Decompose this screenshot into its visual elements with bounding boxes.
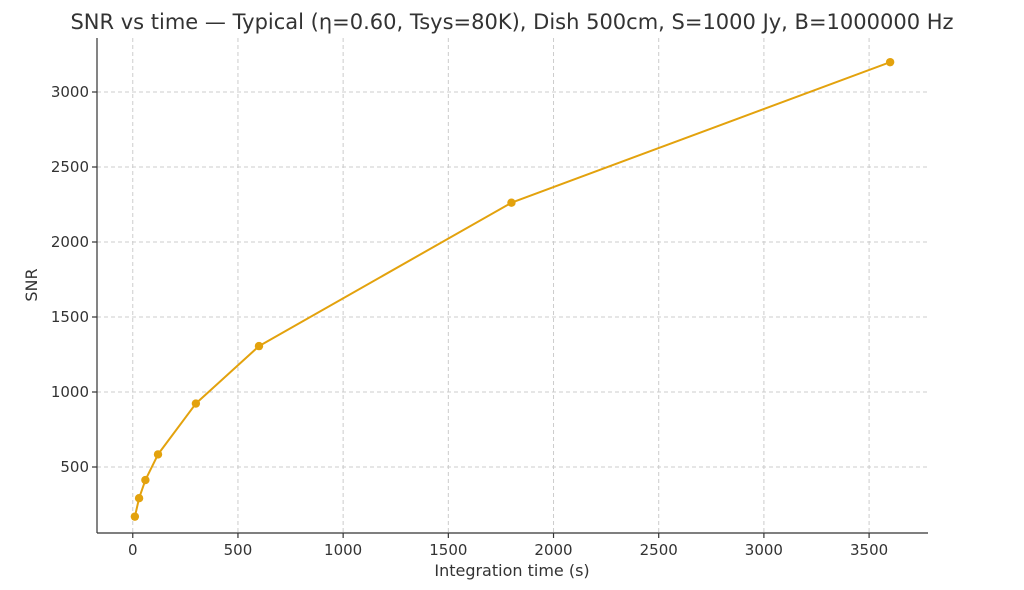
data-point xyxy=(885,57,895,67)
x-axis-label: Integration time (s) xyxy=(434,561,589,580)
tick-marks: 0 500 1000 1500 2000 2500 3000 3500 500 1000 1500 2… xyxy=(51,83,888,559)
grid-lines xyxy=(97,38,928,533)
x-tick-label: 2500 xyxy=(640,541,678,559)
y-axis-label: SNR xyxy=(22,268,41,301)
series-line xyxy=(133,61,891,517)
data-point xyxy=(191,399,201,408)
x-tick-label: 500 xyxy=(224,541,253,559)
data-point xyxy=(507,198,516,207)
y-tick-label: 1000 xyxy=(51,383,89,401)
axes xyxy=(96,38,928,534)
x-tick-label: 1000 xyxy=(324,541,362,559)
chart-title: SNR vs time — Typical (η=0.60, Tsys=80K)… xyxy=(70,10,953,34)
data-point xyxy=(134,494,144,503)
y-tick-label: 3000 xyxy=(51,83,89,101)
y-tick-label: 500 xyxy=(60,458,89,476)
y-tick-label: 1500 xyxy=(51,308,89,326)
series-layer xyxy=(130,57,895,521)
data-point xyxy=(130,512,140,521)
x-tick-label: 0 xyxy=(128,541,138,559)
y-tick-label: 2000 xyxy=(51,233,89,251)
y-tick-label: 2500 xyxy=(51,158,89,176)
x-tick-label: 1500 xyxy=(429,541,467,559)
data-point xyxy=(141,475,150,485)
x-tick-label: 3500 xyxy=(850,541,888,559)
data-point xyxy=(254,341,264,351)
x-tick-label: 3000 xyxy=(745,541,783,559)
data-point xyxy=(153,450,163,459)
x-tick-label: 2000 xyxy=(534,541,572,559)
